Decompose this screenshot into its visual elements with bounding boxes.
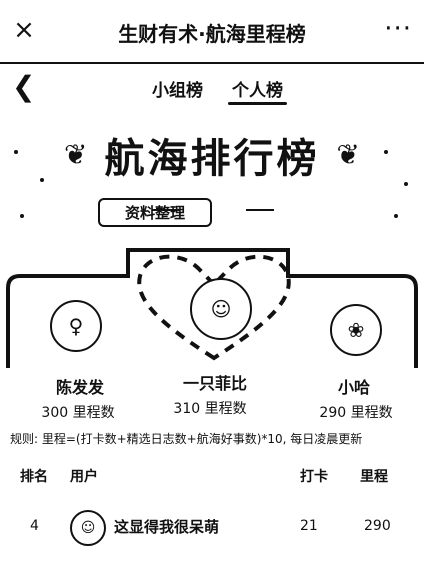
podium-miles-1st: 310 里程数 bbox=[173, 401, 247, 417]
tab-team-ranking[interactable]: 小组榜 bbox=[152, 81, 203, 101]
sparkle-icon bbox=[40, 178, 44, 182]
laurel-right-icon: ❦ bbox=[336, 138, 360, 171]
heart-frame-icon bbox=[137, 254, 291, 361]
sparkle-icon bbox=[384, 150, 388, 154]
header-rank: 排名 bbox=[20, 469, 48, 485]
page-title: 生财有术·航海里程榜 bbox=[118, 22, 306, 46]
laurel-left-icon: ❦ bbox=[64, 138, 88, 171]
podium-miles-3rd: 290 里程数 bbox=[319, 405, 393, 421]
sparkle-icon bbox=[404, 182, 408, 186]
divider-line-left bbox=[152, 209, 180, 211]
avatar: ☺ bbox=[70, 510, 106, 546]
podium-name-3rd: 小哈 bbox=[337, 378, 370, 397]
podium-name-2nd: 陈发发 bbox=[55, 378, 104, 397]
podium-miles-2nd: 300 里程数 bbox=[41, 405, 115, 421]
header-checkin: 打卡 bbox=[300, 469, 328, 485]
divider-line-right bbox=[246, 209, 274, 211]
leaderboard-banner: 航海排行榜 bbox=[60, 126, 364, 196]
tab-personal-ranking[interactable]: 个人榜 bbox=[228, 76, 287, 105]
row-rank: 4 bbox=[30, 518, 39, 534]
row-username: 这显得我很呆萌 bbox=[114, 518, 220, 536]
table-header: 排名 用户 打卡 里程 bbox=[0, 466, 424, 490]
sparkle-icon bbox=[394, 214, 398, 218]
avatar[interactable]: ❀ bbox=[330, 304, 382, 356]
sparkle-icon bbox=[20, 214, 24, 218]
header-user: 用户 bbox=[70, 469, 98, 485]
back-icon[interactable]: ❮ bbox=[12, 70, 36, 103]
top-bar: × 生财有术·航海里程榜 ··· bbox=[0, 0, 424, 64]
banner-subtitle: 资料整理 bbox=[98, 198, 212, 227]
row-checkin: 21 bbox=[300, 518, 318, 534]
banner-title: 航海排行榜 bbox=[104, 136, 320, 182]
podium-name-1st: 一只菲比 bbox=[182, 374, 247, 393]
header-miles: 里程 bbox=[360, 469, 388, 485]
table-row[interactable]: 4 ☺ 这显得我很呆萌 21 290 bbox=[0, 508, 424, 546]
rules-text: 规则: 里程=(打卡数+精选日志数+航海好事数)*10, 每日凌晨更新 bbox=[10, 432, 363, 446]
row-miles: 290 bbox=[364, 518, 391, 534]
avatar[interactable]: ♀ bbox=[50, 300, 102, 352]
podium bbox=[6, 248, 418, 368]
more-options-icon[interactable]: ··· bbox=[384, 14, 412, 44]
sparkle-icon bbox=[14, 150, 18, 154]
close-icon[interactable]: × bbox=[13, 15, 35, 45]
avatar[interactable]: ☺ bbox=[190, 278, 252, 340]
